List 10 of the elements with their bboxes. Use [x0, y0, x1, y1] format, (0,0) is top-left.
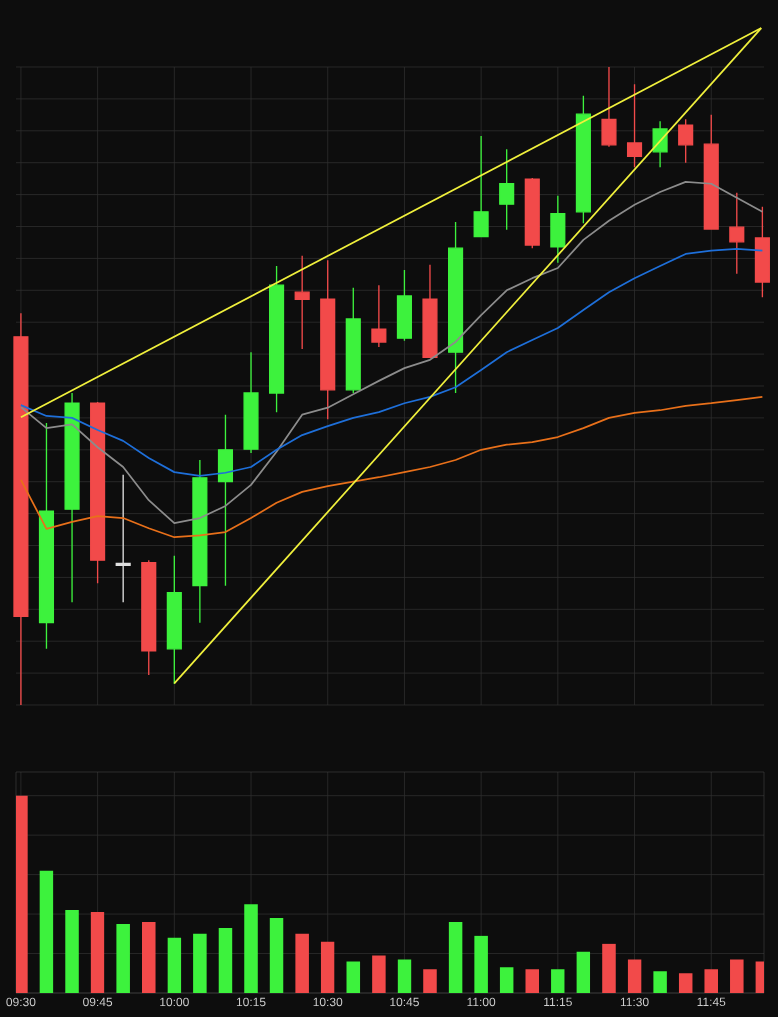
x-tick-label: 09:30 [6, 997, 36, 1007]
x-tick-label: 11:00 [467, 997, 496, 1007]
x-tick-label: 11:45 [697, 997, 726, 1007]
x-tick-label: 11:30 [620, 997, 649, 1007]
x-tick-label: 10:15 [236, 997, 266, 1007]
x-tick-label: 10:30 [313, 997, 343, 1007]
x-tick-label: 09:45 [83, 997, 113, 1007]
x-tick-label: 11:15 [544, 997, 572, 1007]
x-tick-label: 10:00 [160, 997, 189, 1007]
x-tick-label: 10:45 [390, 997, 419, 1007]
